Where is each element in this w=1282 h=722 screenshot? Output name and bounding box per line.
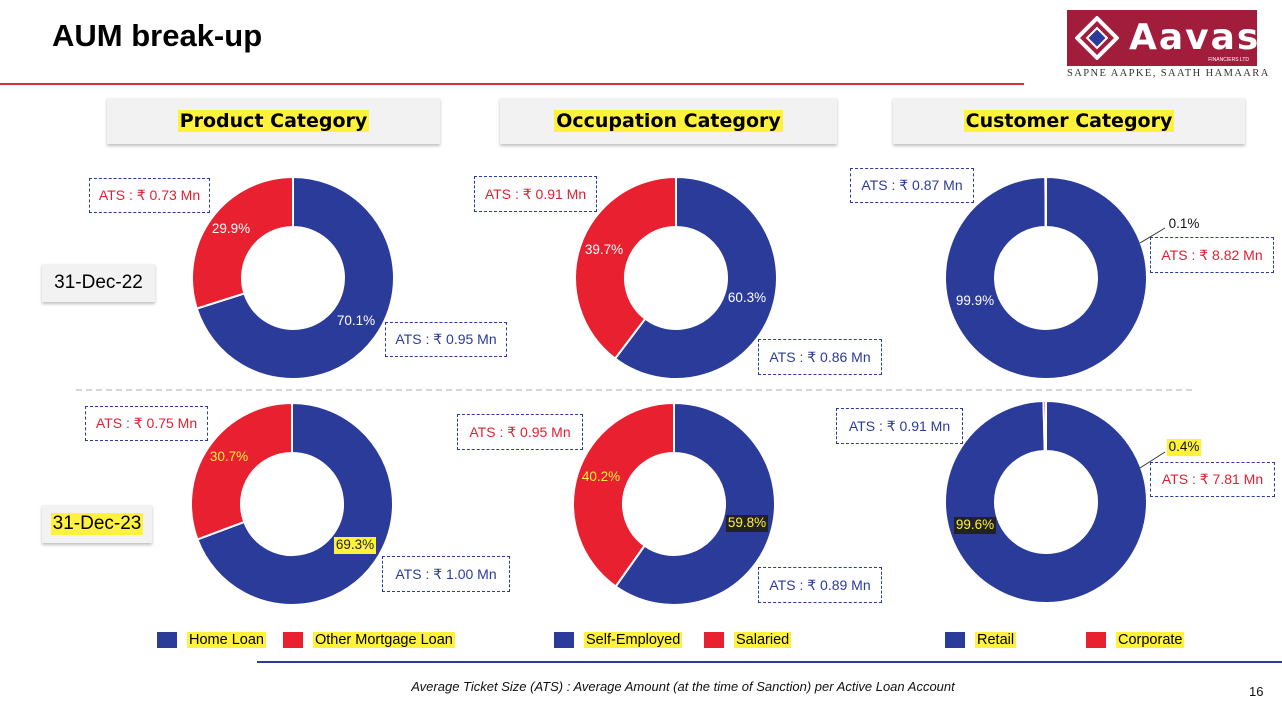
ats-box-o22-salaried: ATS : ₹ 0.91 Mn — [474, 176, 597, 212]
ats-box-c22-corporate: ATS : ₹ 8.82 Mn — [1150, 237, 1274, 273]
footer-rule — [257, 661, 1282, 663]
donut-slice-o22-slice-self-employed — [613, 175, 778, 380]
date-label-2023-text: 31-Dec-23 — [50, 513, 144, 535]
data-label-o22-self-employed: 60.3% — [728, 290, 766, 305]
data-label-c23-retail: 99.6% — [956, 517, 994, 532]
data-label-c22-retail: 99.9% — [956, 293, 994, 308]
logo-mark-icon — [1074, 15, 1120, 61]
donut-slice-o22-slice-salaried — [574, 175, 677, 360]
donut-slice-o23-slice-self-employed — [614, 401, 776, 606]
data-label-bg-p23-0 — [334, 537, 376, 554]
ats-box-p22-home: ATS : ₹ 0.95 Mn — [385, 322, 507, 357]
legend-salaried: Salaried — [704, 632, 792, 648]
footnote: Average Ticket Size (ATS) : Average Amou… — [411, 679, 955, 694]
donut-slice-p22-slice-other-mortgage-loan — [191, 175, 294, 310]
donut-slice-c22-slice-corporate — [1044, 175, 1047, 229]
legend-swatch-red — [704, 632, 724, 648]
data-label-bg-o23-0 — [726, 515, 768, 532]
data-label-p22-other-mortgage-loan: 29.9% — [212, 221, 250, 236]
data-label-bg-c23-0 — [954, 517, 996, 534]
legend-corporate: Corporate — [1086, 632, 1185, 648]
ats-box-c23-corporate: ATS : ₹ 7.81 Mn — [1150, 462, 1275, 497]
page-title: AUM break-up — [52, 18, 263, 53]
ats-box-c22-retail: ATS : ₹ 0.87 Mn — [850, 168, 974, 203]
ats-box-p22-other: ATS : ₹ 0.73 Mn — [89, 178, 210, 213]
legend-retail: Retail — [945, 632, 1017, 648]
ats-box-p23-home: ATS : ₹ 1.00 Mn — [382, 556, 510, 592]
donut-slice-c22-slice-retail — [944, 175, 1149, 380]
header-product-category: Product Category — [107, 98, 440, 144]
legend-label-corporate: Corporate — [1116, 632, 1185, 648]
leader-line-c22 — [1139, 227, 1166, 244]
data-label-o22-salaried: 39.7% — [585, 242, 623, 257]
company-logo: Aavas FINANCIERS LTD SAPNE AAPKE, SAATH … — [1067, 10, 1270, 79]
legend-label-self-employed: Self-Employed — [584, 632, 683, 648]
header-occupation-category: Occupation Category — [500, 98, 837, 144]
logo-subtext: FINANCIERS LTD — [1208, 57, 1249, 63]
title-underline — [0, 83, 1024, 85]
date-label-2023: 31-Dec-23 — [42, 505, 152, 543]
donut-slice-o23-slice-salaried — [572, 401, 675, 588]
header-product-category-label: Product Category — [177, 110, 370, 132]
donut-slice-c23-slice-corporate — [1042, 399, 1047, 453]
logo-tagline: SAPNE AAPKE, SAATH HAMAARA — [1067, 68, 1270, 79]
donut-slice-p23-slice-home-loan — [196, 401, 394, 606]
data-label-o23-salaried: 40.2% — [582, 469, 620, 484]
data-label-p23-other-mortgage-loan: 30.7% — [210, 449, 248, 464]
data-label-o23-self-employed: 59.8% — [728, 515, 766, 530]
ats-box-p23-other: ATS : ₹ 0.75 Mn — [85, 406, 208, 441]
logo-name: Aavas — [1129, 17, 1261, 58]
ats-box-c23-retail: ATS : ₹ 0.91 Mn — [836, 408, 963, 444]
legend-label-home-loan: Home Loan — [187, 632, 266, 648]
legend-swatch-blue — [945, 632, 965, 648]
donut-slice-c23-slice-retail — [944, 399, 1148, 604]
donut-slice-p23-slice-other-mortgage-loan — [190, 401, 293, 541]
row-divider — [76, 389, 1192, 391]
legend-self-employed: Self-Employed — [554, 632, 683, 648]
data-label-bg-c23-1 — [1166, 439, 1202, 456]
page-number: 16 — [1249, 684, 1264, 699]
header-customer-category: Customer Category — [893, 98, 1245, 144]
data-label-c23-corporate: 0.4% — [1169, 439, 1200, 454]
logo-box: Aavas FINANCIERS LTD — [1067, 10, 1261, 66]
ats-box-o22-self: ATS : ₹ 0.86 Mn — [758, 339, 882, 375]
header-customer-category-label: Customer Category — [963, 110, 1175, 132]
ats-box-o23-salaried: ATS : ₹ 0.95 Mn — [457, 414, 583, 450]
legend-other-mortgage: Other Mortgage Loan — [283, 632, 455, 648]
legend-home-loan: Home Loan — [157, 632, 266, 648]
data-label-p23-home-loan: 69.3% — [336, 537, 374, 552]
header-occupation-category-label: Occupation Category — [554, 110, 783, 132]
data-label-p22-home-loan: 70.1% — [337, 313, 375, 328]
date-label-2022: 31-Dec-22 — [42, 264, 155, 302]
donut-slice-p22-slice-home-loan — [195, 175, 395, 380]
legend-swatch-blue — [554, 632, 574, 648]
legend-swatch-red — [283, 632, 303, 648]
legend-label-other-mortgage: Other Mortgage Loan — [313, 632, 455, 648]
date-label-2022-text: 31-Dec-22 — [54, 272, 143, 293]
data-label-c22-corporate: 0.1% — [1169, 216, 1200, 231]
legend-swatch-blue — [157, 632, 177, 648]
legend-label-retail: Retail — [975, 632, 1017, 648]
ats-box-o23-self: ATS : ₹ 0.89 Mn — [758, 567, 882, 603]
leader-line-c23 — [1139, 451, 1166, 469]
legend-swatch-red — [1086, 632, 1106, 648]
legend-label-salaried: Salaried — [734, 632, 792, 648]
